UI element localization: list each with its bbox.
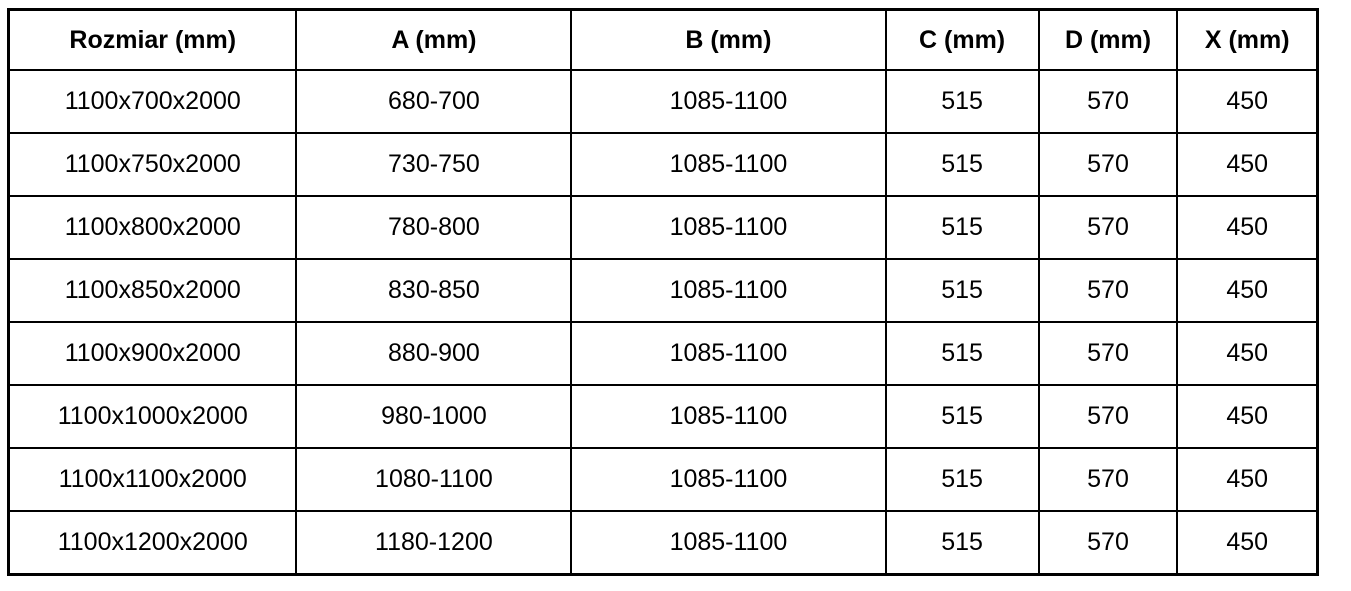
table-cell: 450 [1176,510,1319,576]
table-cell: 515 [884,195,1040,260]
table-cell: 515 [884,132,1040,197]
table-body: 1100x700x2000 680-700 1085-1100 515 570 450 11… [7,69,1319,576]
table-cell: 1100x1100x2000 [7,447,298,512]
table-cell: 1085-1100 [570,195,887,260]
table-cell: 515 [884,321,1040,386]
table-cell: 1085-1100 [570,132,887,197]
table-cell: 450 [1176,384,1319,449]
table-cell: 570 [1037,69,1179,134]
table-header-row: Rozmiar (mm) A (mm) B (mm) C (mm) D (mm) X (m… [7,8,1319,71]
table-cell: 1085-1100 [570,69,887,134]
table-cell: 570 [1037,321,1179,386]
table-cell: 570 [1037,384,1179,449]
table-cell: 1100x1200x2000 [7,510,298,576]
table-cell: 515 [884,69,1040,134]
table-cell: 1085-1100 [570,321,887,386]
table-cell: 1100x1000x2000 [7,384,298,449]
table-header: Rozmiar (mm) A (mm) B (mm) C (mm) D (mm) X (m… [7,8,1319,71]
table-cell: 570 [1037,132,1179,197]
table-cell: 1085-1100 [570,258,887,323]
table-cell: 570 [1037,258,1179,323]
table-row: 1100x1100x2000 1080-1100 1085-1100 515 570 45… [7,447,1319,512]
table-row: 1100x1000x2000 980-1000 1085-1100 515 570 450 [7,384,1319,449]
table-cell: 450 [1176,447,1319,512]
table-cell: 450 [1176,69,1319,134]
table-row: 1100x1200x2000 1180-1200 1085-1100 515 570 45… [7,510,1319,576]
table-cell: 515 [884,447,1040,512]
table-cell: 1100x700x2000 [7,69,298,134]
table-cell: 450 [1176,195,1319,260]
dimensions-table: Rozmiar (mm) A (mm) B (mm) C (mm) D (mm) X (m… [7,8,1319,576]
column-header: D (mm) [1037,8,1179,71]
table-cell: 570 [1037,510,1179,576]
table-cell: 450 [1176,132,1319,197]
table-cell: 515 [884,510,1040,576]
table-cell: 730-750 [295,132,573,197]
table-cell: 880-900 [295,321,573,386]
column-header: A (mm) [295,8,573,71]
table-cell: 830-850 [295,258,573,323]
table-cell: 980-1000 [295,384,573,449]
table-row: 1100x750x2000 730-750 1085-1100 515 570 450 [7,132,1319,197]
column-header: B (mm) [570,8,887,71]
table-row: 1100x800x2000 780-800 1085-1100 515 570 450 [7,195,1319,260]
table-cell: 1085-1100 [570,384,887,449]
table-row: 1100x700x2000 680-700 1085-1100 515 570 450 [7,69,1319,134]
table-cell: 1100x750x2000 [7,132,298,197]
table-cell: 450 [1176,258,1319,323]
table-cell: 450 [1176,321,1319,386]
table-cell: 1100x900x2000 [7,321,298,386]
table-cell: 1080-1100 [295,447,573,512]
table-row: 1100x900x2000 880-900 1085-1100 515 570 450 [7,321,1319,386]
table-cell: 780-800 [295,195,573,260]
table-cell: 680-700 [295,69,573,134]
table-cell: 1100x850x2000 [7,258,298,323]
table-cell: 515 [884,384,1040,449]
table-cell: 1100x800x2000 [7,195,298,260]
column-header: X (mm) [1176,8,1319,71]
dimensions-table-container: Rozmiar (mm) A (mm) B (mm) C (mm) D (mm) X (m… [7,8,1319,576]
table-cell: 1085-1100 [570,510,887,576]
table-cell: 515 [884,258,1040,323]
table-cell: 1085-1100 [570,447,887,512]
table-cell: 1180-1200 [295,510,573,576]
table-row: 1100x850x2000 830-850 1085-1100 515 570 450 [7,258,1319,323]
column-header: Rozmiar (mm) [7,8,298,71]
table-cell: 570 [1037,195,1179,260]
column-header: C (mm) [884,8,1040,71]
table-cell: 570 [1037,447,1179,512]
